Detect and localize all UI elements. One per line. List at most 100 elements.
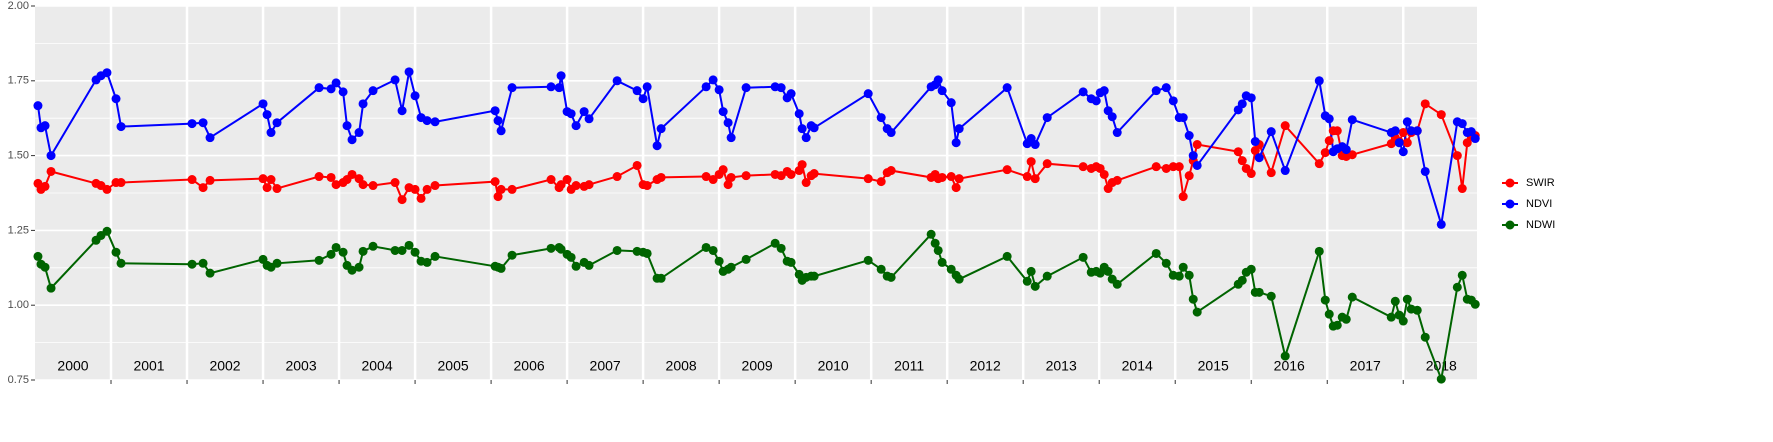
data-point (632, 160, 642, 170)
y-tick-label: 1.50 (8, 150, 29, 162)
data-point (951, 183, 961, 193)
data-point (40, 262, 50, 272)
data-point (272, 184, 282, 194)
data-point (102, 184, 112, 194)
data-point (358, 99, 368, 109)
data-point (493, 116, 503, 126)
data-point (1398, 128, 1408, 138)
data-point (546, 243, 556, 253)
data-point (326, 84, 336, 94)
data-point (430, 251, 440, 261)
data-point (331, 180, 341, 190)
data-point (410, 184, 420, 194)
data-point (1103, 266, 1113, 276)
data-point (111, 94, 121, 104)
data-point (656, 172, 666, 182)
data-point (354, 262, 364, 272)
legend-key (1505, 220, 1515, 230)
data-point (584, 114, 594, 124)
year-label: 2004 (361, 358, 392, 374)
data-point (397, 106, 407, 116)
data-point (1266, 291, 1276, 301)
data-point (102, 226, 112, 236)
data-point (797, 160, 807, 170)
data-point (946, 98, 956, 108)
data-point (556, 180, 566, 190)
year-label: 2005 (438, 358, 469, 374)
data-point (786, 257, 796, 267)
data-point (1402, 294, 1412, 304)
data-point (1002, 165, 1012, 175)
data-point (1192, 160, 1202, 170)
data-point (1026, 266, 1036, 276)
data-point (1390, 296, 1400, 306)
data-point (40, 121, 50, 131)
data-point (708, 245, 718, 255)
data-point (33, 251, 43, 261)
data-point (1420, 166, 1430, 176)
data-point (714, 256, 724, 266)
year-label: 2017 (1350, 358, 1381, 374)
data-point (1174, 162, 1184, 172)
data-point (397, 245, 407, 255)
data-point (571, 261, 581, 271)
data-point (404, 240, 414, 250)
data-point (1250, 137, 1260, 147)
data-point (258, 99, 268, 109)
data-point (954, 124, 964, 134)
data-point (1390, 126, 1400, 136)
data-point (46, 166, 56, 176)
data-point (656, 273, 666, 283)
data-point (1420, 332, 1430, 342)
year-label: 2007 (590, 358, 621, 374)
data-point (347, 135, 357, 145)
data-point (258, 174, 268, 184)
data-point (1042, 159, 1052, 169)
data-point (1280, 166, 1290, 176)
data-point (718, 107, 728, 117)
data-point (262, 183, 272, 193)
data-point (102, 68, 112, 78)
data-point (1457, 184, 1467, 194)
data-point (40, 181, 50, 191)
data-point (507, 184, 517, 194)
data-point (1254, 153, 1264, 163)
data-point (266, 128, 276, 138)
data-point (1151, 248, 1161, 258)
data-point (1151, 86, 1161, 96)
data-point (1386, 312, 1396, 322)
data-point (863, 174, 873, 184)
data-point (701, 82, 711, 92)
data-point (507, 83, 517, 93)
data-point (632, 86, 642, 96)
data-point (723, 118, 733, 128)
data-point (1174, 271, 1184, 281)
data-point (46, 151, 56, 161)
data-point (1470, 134, 1480, 144)
data-point (726, 262, 736, 272)
data-point (926, 229, 936, 239)
data-point (1347, 150, 1357, 160)
data-point (876, 177, 886, 187)
data-point (1026, 157, 1036, 167)
data-point (1266, 168, 1276, 178)
data-point (1347, 292, 1357, 302)
data-point (584, 180, 594, 190)
data-point (1178, 192, 1188, 202)
data-point (1042, 113, 1052, 123)
y-tick-label: 1.25 (8, 224, 29, 236)
data-point (1420, 99, 1430, 109)
data-point (886, 272, 896, 282)
data-point (1332, 126, 1342, 136)
data-point (1161, 163, 1171, 173)
data-point (546, 82, 556, 92)
data-point (801, 178, 811, 188)
data-point (368, 86, 378, 96)
data-point (579, 107, 589, 117)
data-point (1280, 351, 1290, 361)
data-point (314, 172, 324, 182)
data-point (656, 124, 666, 134)
data-point (937, 86, 947, 96)
data-point (116, 122, 126, 132)
